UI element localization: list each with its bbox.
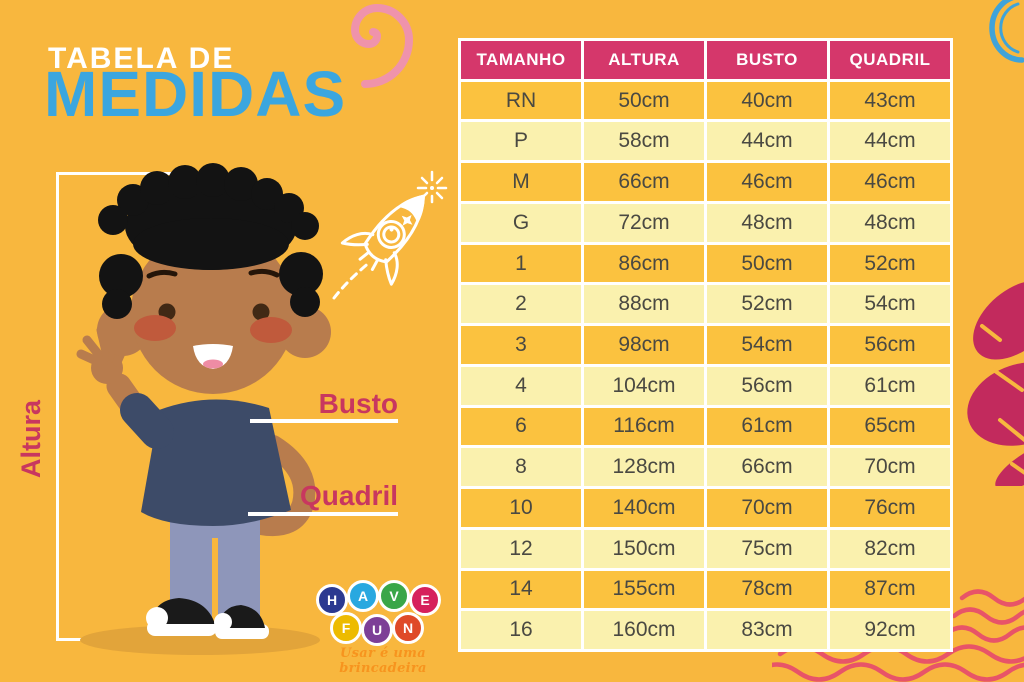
spiral-doodle-icon xyxy=(350,3,414,88)
measure-cell: 50cm xyxy=(584,81,704,120)
size-cell: 6 xyxy=(461,407,581,446)
quadril-pointer-line xyxy=(248,512,398,516)
logo-letter: V xyxy=(389,588,399,604)
size-cell: 1 xyxy=(461,244,581,283)
logo-circle: E xyxy=(409,584,441,616)
heart-doodle-icon xyxy=(967,280,1024,486)
logo-letter: N xyxy=(402,620,414,636)
size-cell: G xyxy=(461,203,581,242)
size-cell: 12 xyxy=(461,529,581,568)
circle-doodle-icon xyxy=(989,0,1024,63)
logo-circle: F xyxy=(330,612,362,644)
measure-cell: 76cm xyxy=(830,489,950,527)
size-cell: 4 xyxy=(461,366,581,405)
logo-circle: U xyxy=(361,614,393,646)
measure-cell: 40cm xyxy=(707,81,827,120)
measure-cell: 70cm xyxy=(830,448,950,487)
size-cell: 8 xyxy=(461,448,581,487)
measure-cell: 52cm xyxy=(707,285,827,324)
size-cell: 10 xyxy=(461,489,581,527)
measure-cell: 61cm xyxy=(830,366,950,405)
height-bracket-top xyxy=(56,172,206,175)
logo-letter: U xyxy=(371,622,383,638)
measure-cell: 75cm xyxy=(707,529,827,568)
boy-illustration xyxy=(76,163,331,655)
table-header-quadril: QUADRIL xyxy=(830,41,950,79)
logo-circle: A xyxy=(347,580,379,612)
have-fun-logo: H A V E F U N Usar é uma brincadeira xyxy=(300,576,466,676)
size-cell: 14 xyxy=(461,570,581,609)
waves-doodle-icon xyxy=(772,589,1024,682)
measure-cell: 150cm xyxy=(584,529,704,568)
size-cell: 3 xyxy=(461,326,581,364)
measure-cell: 61cm xyxy=(707,407,827,446)
measure-cell: 44cm xyxy=(707,122,827,161)
quadril-label: Quadril xyxy=(299,480,398,511)
measure-cell: 128cm xyxy=(584,448,704,487)
measure-cell: 83cm xyxy=(707,611,827,649)
measure-cell: 72cm xyxy=(584,203,704,242)
measure-cell: 46cm xyxy=(830,163,950,201)
measure-cell: 160cm xyxy=(584,611,704,649)
measure-cell: 58cm xyxy=(584,122,704,161)
busto-label: Busto xyxy=(318,388,398,419)
measure-cell: 104cm xyxy=(584,366,704,405)
measure-cell: 48cm xyxy=(707,203,827,242)
measure-cell: 65cm xyxy=(830,407,950,446)
logo-tagline: Usar é uma brincadeira xyxy=(339,646,427,676)
logo-circle: N xyxy=(392,612,424,644)
measure-cell: 66cm xyxy=(707,448,827,487)
measure-cell: 46cm xyxy=(707,163,827,201)
logo-letter: F xyxy=(341,620,351,636)
measure-cell: 78cm xyxy=(707,570,827,609)
measure-cell: 155cm xyxy=(584,570,704,609)
logo-letter: A xyxy=(357,588,369,604)
size-cell: RN xyxy=(461,81,581,120)
measure-cell: 44cm xyxy=(830,122,950,161)
table-header-altura: ALTURA xyxy=(584,41,704,79)
table-header-tamanho: TAMANHO xyxy=(461,41,581,79)
size-cell: 2 xyxy=(461,285,581,324)
busto-pointer-line xyxy=(250,419,398,423)
measure-cell: 54cm xyxy=(707,326,827,364)
measure-cell: 87cm xyxy=(830,570,950,609)
measure-cell: 43cm xyxy=(830,81,950,120)
measure-cell: 56cm xyxy=(830,326,950,364)
measure-cell: 54cm xyxy=(830,285,950,324)
title-line1: TABELA DE xyxy=(48,42,235,75)
measure-cell: 140cm xyxy=(584,489,704,527)
measure-cell: 116cm xyxy=(584,407,704,446)
rocket-doodle-icon xyxy=(332,170,448,300)
measure-cell: 88cm xyxy=(584,285,704,324)
measure-cell: 66cm xyxy=(584,163,704,201)
logo-letter: H xyxy=(326,592,338,608)
size-cell: M xyxy=(461,163,581,201)
size-table: TAMANHO ALTURA BUSTO QUADRIL RN 50cm 40cm 4… xyxy=(458,38,953,652)
measure-cell: 52cm xyxy=(830,244,950,283)
measure-cell: 50cm xyxy=(707,244,827,283)
measure-cell: 92cm xyxy=(830,611,950,649)
size-cell: 16 xyxy=(461,611,581,649)
title-line2: MEDIDAS xyxy=(44,58,347,130)
logo-letter: E xyxy=(420,592,430,608)
altura-label: Altura xyxy=(16,400,46,479)
measure-cell: 70cm xyxy=(707,489,827,527)
measure-cell: 98cm xyxy=(584,326,704,364)
height-bracket-line xyxy=(56,172,59,641)
measure-cell: 56cm xyxy=(707,366,827,405)
measure-cell: 82cm xyxy=(830,529,950,568)
measure-cell: 48cm xyxy=(830,203,950,242)
logo-circle: H xyxy=(316,584,348,616)
table-header-busto: BUSTO xyxy=(707,41,827,79)
size-cell: P xyxy=(461,122,581,161)
measure-cell: 86cm xyxy=(584,244,704,283)
logo-circle: V xyxy=(378,580,410,612)
